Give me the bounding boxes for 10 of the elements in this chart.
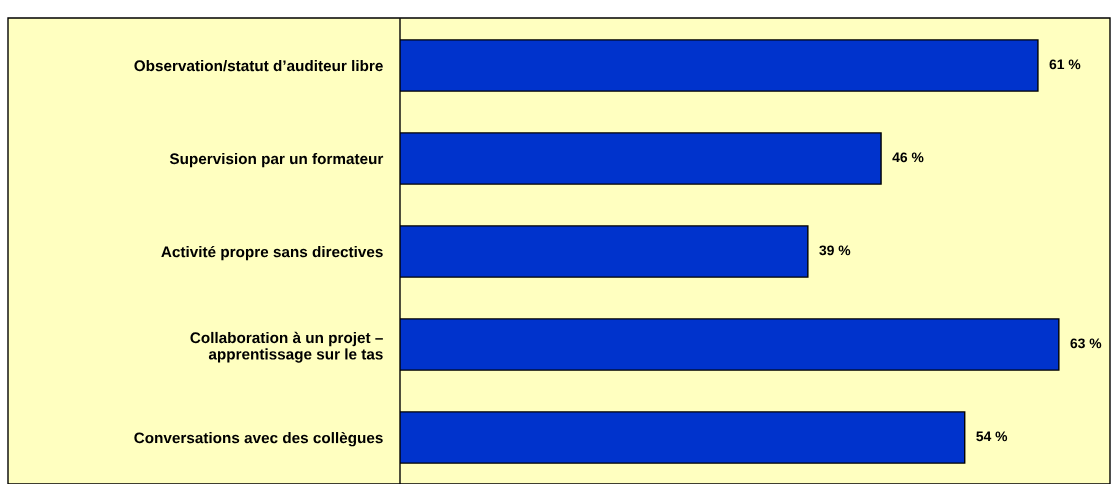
y-tick-label: Supervision par un formateur bbox=[169, 152, 384, 168]
data-label: 63 % bbox=[1070, 338, 1102, 349]
y-tick-label: Collaboration à un projet – apprentissage sur le tas bbox=[190, 331, 383, 363]
data-label: 46 % bbox=[892, 152, 924, 163]
data-label: 39 % bbox=[819, 245, 851, 256]
data-label: 54 % bbox=[976, 431, 1008, 442]
y-tick-label: Conversations avec des collègues bbox=[134, 431, 383, 447]
data-label: 61 % bbox=[1049, 59, 1081, 70]
y-tick-label: Observation/statut d’auditeur libre bbox=[134, 59, 383, 72]
y-tick-label: Activité propre sans directives bbox=[161, 245, 383, 261]
